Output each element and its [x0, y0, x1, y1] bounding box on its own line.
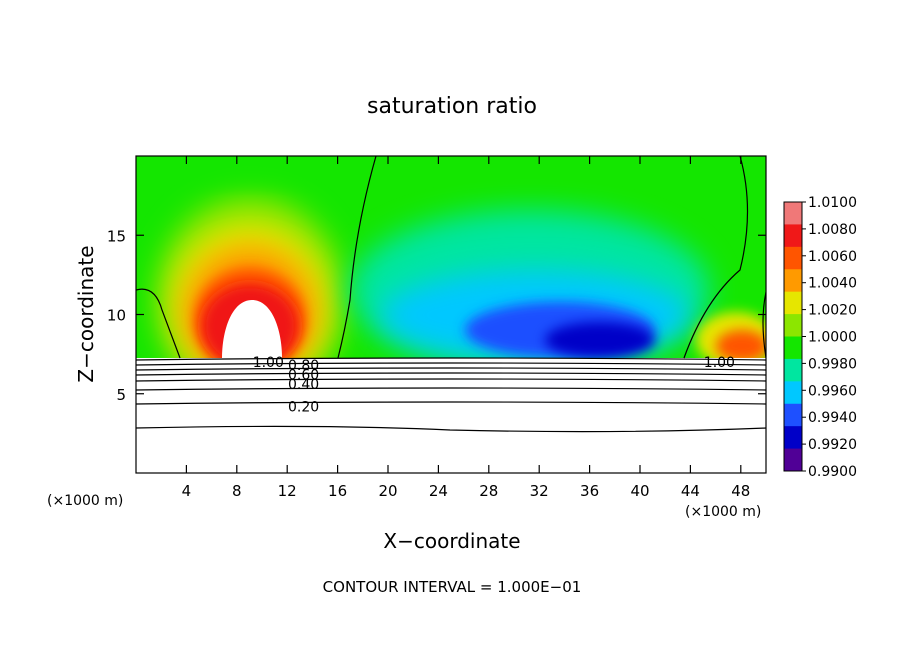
- x-unit-right: (×1000 m): [685, 504, 761, 520]
- colorbar-swatch: [784, 381, 802, 405]
- chart-title: saturation ratio: [367, 94, 537, 119]
- colorbar-label: 0.9940: [808, 410, 857, 426]
- y-axis-label: Z−coordinate: [74, 245, 98, 382]
- colorbar-label: 1.0060: [808, 249, 857, 265]
- colorbar-label: 1.0020: [808, 303, 857, 319]
- x-tick-label: 44: [681, 482, 700, 500]
- colorbar-label: 0.9900: [808, 464, 857, 480]
- contour-label: 1.00: [704, 355, 735, 371]
- colorbar-label: 0.9920: [808, 437, 857, 453]
- colorbar-label: 1.0100: [808, 195, 857, 211]
- contour-label: 1.00: [253, 355, 284, 371]
- x-tick-label: 24: [429, 482, 448, 500]
- x-tick-label: 48: [731, 482, 750, 500]
- y-tick-label: 10: [107, 307, 126, 325]
- saturation-field: [136, 156, 766, 473]
- colorbar-label: 1.0000: [808, 330, 857, 346]
- contour-label: 0.60: [288, 368, 319, 384]
- colorbar-swatch: [784, 291, 802, 315]
- colorbar-swatch: [784, 358, 802, 382]
- x-axis-label: X−coordinate: [383, 529, 520, 553]
- x-tick-label: 32: [530, 482, 549, 500]
- contour-interval-footer: CONTOUR INTERVAL = 1.000E−01: [323, 578, 582, 596]
- colorbar-swatch: [784, 269, 802, 293]
- x-tick-label: 28: [479, 482, 498, 500]
- x-tick-label: 40: [630, 482, 649, 500]
- colorbar-label: 0.9980: [808, 356, 857, 372]
- y-axis: 5 10 15: [107, 227, 766, 404]
- colorbar-label: 0.9960: [808, 383, 857, 399]
- contour-label: 0.20: [288, 399, 319, 415]
- contour-label: 0.40: [288, 377, 319, 393]
- colorbar-label: 1.0040: [808, 276, 857, 292]
- x-tick-label: 16: [328, 482, 347, 500]
- colorbar-swatch: [784, 403, 802, 427]
- x-tick-label: 8: [232, 482, 242, 500]
- x-tick-label: 36: [580, 482, 599, 500]
- colorbar-label: 1.0080: [808, 222, 857, 238]
- x-axis: 4 8 12 16 20 24 28 32 36 40 44 48: [182, 156, 750, 500]
- colorbar-swatch: [784, 224, 802, 248]
- y-tick-label: 15: [107, 227, 126, 245]
- contour-label: 0.80: [288, 358, 319, 374]
- contour-labels: 1.00 0.800.600.400.201.00: [253, 355, 735, 415]
- y-tick-label: 5: [116, 386, 126, 404]
- x-tick-label: 4: [182, 482, 192, 500]
- colorbar: 1.0100 1.0080 1.0060 1.0040 1.0020 1.0000 0.99…: [783, 195, 857, 480]
- colorbar-swatch: [784, 314, 802, 337]
- x-tick-label: 12: [278, 482, 297, 500]
- colorbar-swatch: [784, 448, 802, 472]
- colorbar-swatch: [784, 246, 802, 270]
- colorbar-swatch: [784, 336, 802, 360]
- colorbar-swatch: [784, 426, 802, 450]
- x-tick-label: 20: [378, 482, 397, 500]
- x-unit-left: (×1000 m): [47, 493, 123, 509]
- colorbar-swatch: [784, 202, 802, 225]
